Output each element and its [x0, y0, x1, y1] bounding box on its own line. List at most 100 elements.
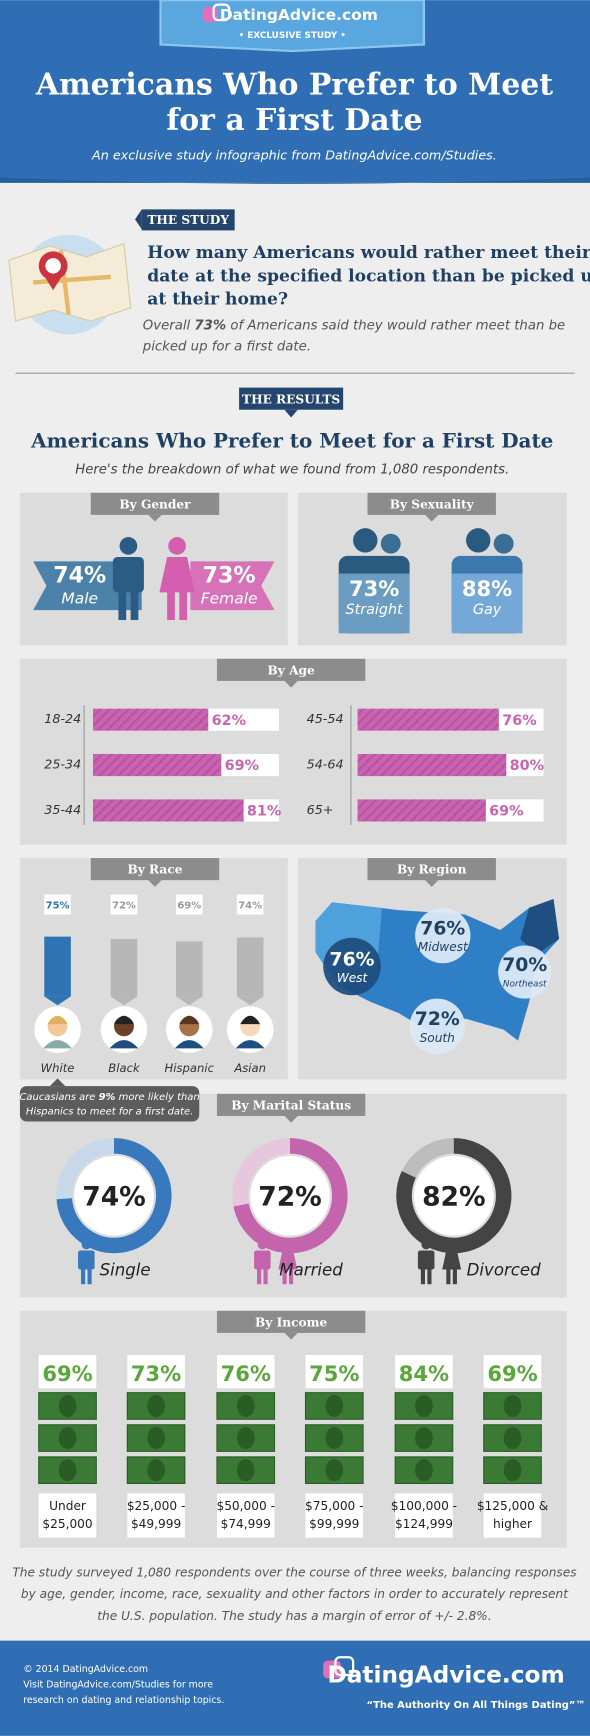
- gender-value: 73%: [203, 562, 256, 588]
- income-label-box: [305, 1355, 364, 1389]
- income-value: 69%: [42, 1361, 92, 1386]
- person-icon: [159, 556, 195, 593]
- person-icon: [380, 533, 401, 554]
- race-note-tip: [49, 1078, 66, 1087]
- race-bar-tip: [236, 996, 264, 1006]
- person-icon: [257, 1239, 268, 1250]
- donut-arc: [233, 1138, 348, 1254]
- gender-label: Female: [201, 590, 258, 608]
- bill-portrait: [415, 1427, 433, 1450]
- income-range: $100,000 -: [391, 1499, 457, 1513]
- results-tag-tip: [284, 409, 298, 418]
- header-edge: [0, 177, 590, 184]
- income-value: 75%: [309, 1361, 359, 1386]
- study-question: date at the specified location than be p…: [147, 266, 590, 286]
- income-range-box: [38, 1493, 97, 1538]
- race-value: 74%: [238, 901, 262, 912]
- person-icon: [417, 1250, 435, 1270]
- sexuality-box: [451, 573, 523, 634]
- income-range: $99,999: [309, 1517, 359, 1531]
- brand: DatingAdvice.com: [220, 6, 378, 24]
- section-tag: [90, 492, 220, 515]
- race-label-box: [176, 894, 203, 915]
- donut-hole: [413, 1155, 494, 1236]
- bill-portrait: [147, 1459, 165, 1482]
- race-bar: [236, 937, 264, 997]
- footer-text: © 2014 DatingAdvice.com: [23, 1664, 148, 1675]
- income-range: $125,000 &: [477, 1499, 549, 1513]
- hair: [114, 1015, 134, 1025]
- region-value: 72%: [415, 1009, 460, 1030]
- panel: [19, 1310, 567, 1548]
- age-value: 69%: [225, 758, 259, 774]
- age-label: 18-24: [44, 711, 81, 726]
- content: DatingAdvice.com • EXCLUSIVE STUDY • Ameri…: [12, 6, 590, 1711]
- race-value: 69%: [177, 901, 201, 912]
- shoulders: [43, 1040, 72, 1049]
- region-label: Midwest: [418, 940, 469, 954]
- study-tag-text: THE STUDY: [147, 213, 229, 227]
- subtitle: An exclusive study infographic from Dati…: [91, 148, 497, 163]
- section-title: By Age: [268, 663, 316, 677]
- marital-label: Divorced: [467, 1260, 542, 1279]
- income-range: $25,000 -: [127, 1499, 186, 1513]
- person-icon: [118, 590, 127, 621]
- race-bar: [44, 936, 71, 997]
- marital-label: Married: [279, 1260, 343, 1279]
- section-title: By Sexuality: [390, 497, 475, 511]
- income-range-box: [483, 1493, 542, 1538]
- footer-brand: DatingAdvice.com: [327, 1662, 564, 1689]
- person-icon: [179, 590, 188, 621]
- study-question: at their home?: [147, 290, 288, 310]
- section-tag: [90, 858, 220, 881]
- hair: [179, 1015, 200, 1025]
- bill-portrait: [236, 1459, 255, 1482]
- age-value: 80%: [510, 758, 544, 774]
- footer-text: research on dating and relationship topi…: [23, 1695, 224, 1706]
- person-icon: [119, 537, 138, 555]
- gender-label: Male: [61, 590, 98, 608]
- age-label: 65+: [307, 802, 334, 817]
- race-bar: [176, 941, 203, 997]
- income-value: 73%: [131, 1361, 181, 1386]
- person-icon: [288, 1268, 294, 1285]
- gender-ribbon: [190, 561, 275, 611]
- sexuality-label: Gay: [473, 602, 502, 618]
- income-range: Under: [49, 1499, 86, 1513]
- age-bar: [92, 753, 222, 777]
- income-label-box: [216, 1355, 275, 1389]
- person-icon: [493, 533, 514, 554]
- brand-icon: [334, 1656, 355, 1677]
- region-bubble: [409, 998, 465, 1054]
- race-note-part: more likely than: [116, 1092, 200, 1103]
- section-title: By Race: [127, 863, 182, 877]
- race-note: Caucasians are 9% more likely than: [19, 1092, 199, 1103]
- region-label: Northeast: [503, 980, 547, 990]
- person-icon: [168, 537, 186, 555]
- race-value: 75%: [46, 901, 70, 912]
- section-tag: [216, 1093, 366, 1116]
- race-bar-tip: [176, 996, 203, 1006]
- bill-portrait: [503, 1394, 522, 1418]
- age-value: 76%: [502, 713, 536, 729]
- section-tag-tip: [425, 514, 439, 522]
- person-icon: [167, 590, 175, 621]
- donut-arc: [56, 1138, 172, 1254]
- bill-portrait: [147, 1394, 165, 1418]
- methodology: the U.S. population. The study has a mar…: [97, 1609, 491, 1623]
- results-tag-text: THE RESULTS: [242, 392, 340, 406]
- section-title: By Marital Status: [231, 1098, 351, 1112]
- bill-portrait: [58, 1459, 77, 1482]
- hair: [47, 1015, 68, 1025]
- gender-value: 74%: [53, 562, 106, 588]
- income-label-box: [127, 1355, 185, 1389]
- shoulders: [109, 1040, 139, 1049]
- sexuality-box: [338, 573, 410, 634]
- bill-portrait: [325, 1394, 344, 1418]
- race-value: 72%: [112, 901, 136, 912]
- person-icon: [130, 590, 139, 621]
- race-label: Asian: [233, 1061, 266, 1075]
- person-icon: [446, 1268, 451, 1285]
- person-icon: [283, 1239, 293, 1250]
